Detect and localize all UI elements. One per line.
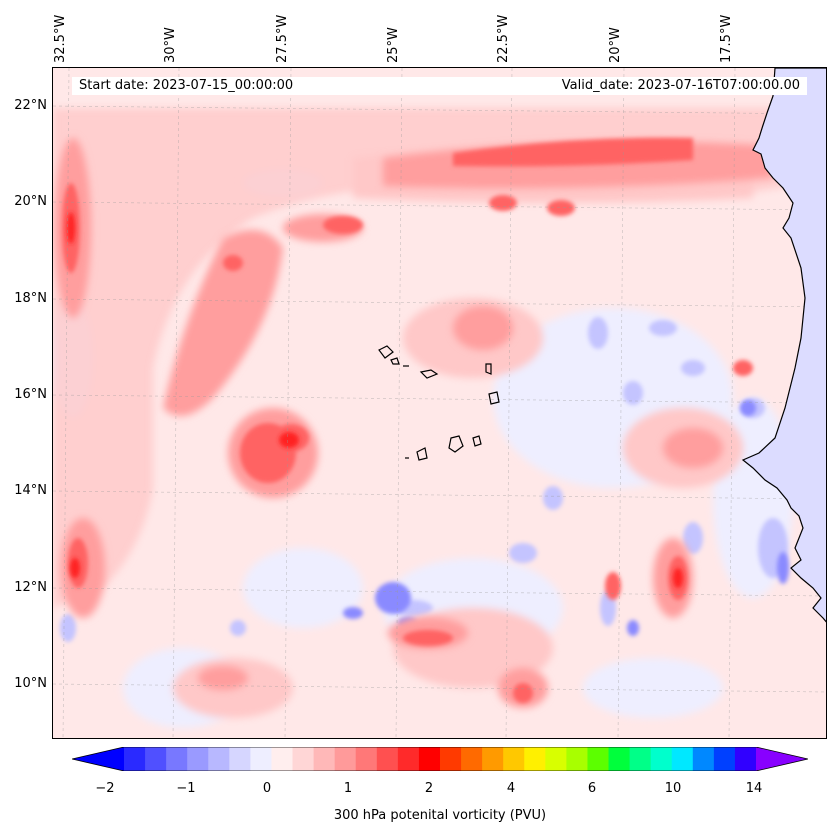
colorbar-tick: 0 xyxy=(262,781,272,796)
lat-label: 16°N xyxy=(14,387,47,402)
colorbar-segment xyxy=(587,747,610,771)
colorbar-extend-max xyxy=(756,747,808,771)
colorbar-segment xyxy=(440,747,462,771)
lon-label: 25°W xyxy=(386,27,401,63)
colorbar-segment xyxy=(376,747,399,771)
lon-label: 32.5°W xyxy=(53,14,68,63)
pv-field xyxy=(53,68,826,738)
map-panel[interactable] xyxy=(52,67,827,739)
lon-label: 30°W xyxy=(163,27,178,63)
colorbar-extend-min xyxy=(72,747,124,771)
colorbar-tick: 6 xyxy=(587,781,597,796)
colorbar-segment xyxy=(461,747,483,771)
lat-label: 14°N xyxy=(14,483,47,498)
colorbar-segment xyxy=(145,747,167,771)
colorbar-tick: −2 xyxy=(95,781,115,796)
colorbar-title: 300 hPa potenital vorticity (PVU) xyxy=(333,808,547,823)
lon-label: 27.5°W xyxy=(275,14,290,63)
lat-label: 18°N xyxy=(14,291,47,306)
lat-label: 20°N xyxy=(14,194,47,209)
colorbar-segment xyxy=(524,747,546,771)
colorbar-tick: 10 xyxy=(664,781,682,796)
lon-label: 20°W xyxy=(608,27,623,63)
colorbar-segment xyxy=(124,747,146,771)
colorbar-segment xyxy=(313,747,336,771)
colorbar xyxy=(72,747,808,771)
colorbar-segment xyxy=(208,747,230,771)
colorbar-tick: 14 xyxy=(745,781,763,796)
start-date: Start date: 2023-07-15_00:00:00 xyxy=(79,78,294,93)
colorbar-segment xyxy=(671,747,694,771)
colorbar-segment xyxy=(566,747,588,771)
colorbar-segment xyxy=(355,747,378,771)
colorbar-segment xyxy=(482,747,504,771)
colorbar-tick: 1 xyxy=(343,781,353,796)
colorbar-segment xyxy=(734,747,757,771)
colorbar-segment xyxy=(397,747,420,771)
colorbar-segment xyxy=(250,747,272,771)
africa-coastline xyxy=(741,68,826,623)
colorbar-segment xyxy=(713,747,736,771)
colorbar-segment xyxy=(334,747,357,771)
lon-label: 17.5°W xyxy=(719,14,734,63)
lat-label: 10°N xyxy=(14,676,47,691)
colorbar-tick: 4 xyxy=(506,781,516,796)
lat-label: 12°N xyxy=(14,580,47,595)
colorbar-segment xyxy=(166,747,188,771)
colorbar-segment xyxy=(629,747,652,771)
info-bar: Start date: 2023-07-15_00:00:00 Valid_da… xyxy=(72,77,807,95)
colorbar-segment xyxy=(650,747,673,771)
lon-label: 22.5°W xyxy=(496,14,511,63)
colorbar-segment xyxy=(418,747,441,771)
colorbar-segment xyxy=(187,747,209,771)
cape-verde-islands xyxy=(378,345,500,461)
colorbar-segment xyxy=(229,747,251,771)
colorbar-segment xyxy=(545,747,567,771)
lat-label: 22°N xyxy=(14,98,47,113)
colorbar-segment xyxy=(292,747,315,771)
colorbar-segment xyxy=(608,747,631,771)
colorbar-tick: −1 xyxy=(176,781,196,796)
colorbar-tick: 2 xyxy=(424,781,434,796)
valid-date: Valid_date: 2023-07-16T07:00:00.00 xyxy=(561,78,800,93)
colorbar-segment xyxy=(271,747,294,771)
colorbar-segment xyxy=(503,747,525,771)
colorbar-segment xyxy=(692,747,715,771)
